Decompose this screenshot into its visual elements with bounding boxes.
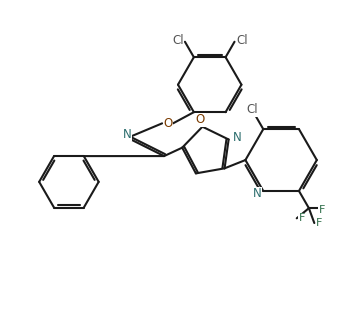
Text: F: F bbox=[316, 218, 322, 228]
Text: F: F bbox=[298, 213, 305, 223]
Text: Cl: Cl bbox=[246, 103, 258, 116]
Text: O: O bbox=[196, 113, 205, 126]
Text: Cl: Cl bbox=[236, 34, 248, 47]
Text: N: N bbox=[123, 128, 132, 141]
Text: N: N bbox=[233, 131, 242, 144]
Text: O: O bbox=[164, 117, 173, 130]
Text: F: F bbox=[319, 205, 325, 215]
Text: N: N bbox=[253, 187, 262, 200]
Text: Cl: Cl bbox=[172, 34, 184, 47]
